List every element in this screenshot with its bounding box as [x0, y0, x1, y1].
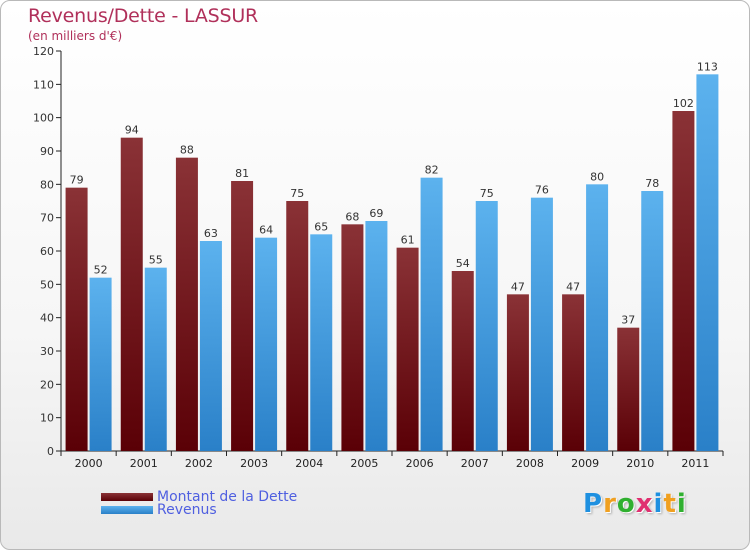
y-tick-label: 80 [40, 178, 54, 191]
bar-revenus [420, 177, 443, 451]
bar-dette [231, 181, 254, 451]
bar-dette [120, 137, 143, 451]
bar-revenus [696, 74, 719, 451]
data-label-dette: 68 [345, 210, 359, 223]
data-label-revenus: 65 [314, 220, 328, 233]
y-tick-label: 110 [33, 78, 54, 91]
data-label-revenus: 69 [369, 207, 383, 220]
bar-revenus [255, 237, 278, 451]
legend-item-dette: Montant de la Dette [101, 489, 297, 505]
data-label-dette: 102 [673, 97, 694, 110]
bar-dette [175, 157, 198, 451]
x-tick-label: 2000 [75, 457, 103, 470]
data-label-revenus: 80 [590, 170, 604, 183]
y-tick-label: 40 [40, 312, 54, 325]
bar-revenus [475, 201, 498, 451]
x-tick-label: 2006 [406, 457, 434, 470]
x-tick-label: 2001 [130, 457, 158, 470]
chart-subtitle: (en milliers d'€) [28, 29, 123, 43]
legend-item-revenus: Revenus [101, 502, 217, 518]
legend-swatch-dette [101, 493, 153, 501]
y-tick-label: 120 [33, 45, 54, 58]
chart-title: Revenus/Dette - LASSUR [28, 5, 259, 27]
bar-revenus [310, 234, 333, 451]
x-tick-label: 2007 [461, 457, 489, 470]
data-label-dette: 75 [290, 187, 304, 200]
logo-letter: i [676, 489, 687, 519]
bar-revenus [530, 197, 553, 451]
y-tick-label: 100 [33, 112, 54, 125]
data-label-revenus: 78 [645, 177, 659, 190]
data-label-dette: 47 [566, 280, 580, 293]
bar-dette [286, 201, 309, 451]
logo-letter: i [653, 489, 664, 519]
data-label-revenus: 113 [697, 60, 718, 73]
y-tick-label: 50 [40, 278, 54, 291]
data-label-revenus: 55 [149, 254, 163, 267]
logo-letter: P [583, 489, 604, 519]
logo-letter: r [603, 489, 617, 519]
bar-dette [65, 187, 88, 451]
x-tick-label: 2009 [571, 457, 599, 470]
bar-revenus [144, 267, 167, 451]
x-tick-label: 2011 [681, 457, 709, 470]
data-label-revenus: 52 [94, 264, 108, 277]
y-tick-label: 20 [40, 378, 54, 391]
y-tick-label: 70 [40, 212, 54, 225]
bar-dette [506, 294, 529, 451]
data-label-revenus: 76 [535, 184, 549, 197]
bar-dette [672, 111, 695, 451]
bar-revenus [89, 277, 112, 451]
legend-label-revenus: Revenus [157, 502, 217, 518]
data-label-dette: 61 [401, 234, 415, 247]
data-label-dette: 94 [125, 124, 139, 137]
bar-dette [562, 294, 585, 451]
bar-revenus [365, 221, 388, 451]
y-tick-label: 10 [40, 412, 54, 425]
x-tick-label: 2004 [295, 457, 323, 470]
data-label-dette: 88 [180, 144, 194, 157]
bar-revenus [586, 184, 609, 452]
x-tick-label: 2010 [626, 457, 654, 470]
x-tick-label: 2003 [240, 457, 268, 470]
logo-letter: x [635, 489, 654, 519]
x-tick-label: 2005 [350, 457, 378, 470]
bar-dette [617, 327, 640, 451]
y-tick-label: 30 [40, 345, 54, 358]
bar-dette [451, 271, 474, 451]
bar-revenus [641, 191, 664, 451]
proxiti-logo: Proxiti [583, 489, 687, 519]
data-label-revenus: 82 [425, 164, 439, 177]
data-label-dette: 79 [70, 174, 84, 187]
data-label-revenus: 64 [259, 224, 273, 237]
legend-swatch-revenus [101, 506, 153, 514]
x-tick-label: 2002 [185, 457, 213, 470]
bar-dette [396, 247, 419, 451]
x-tick-label: 2008 [516, 457, 544, 470]
y-tick-label: 0 [47, 445, 54, 458]
bar-revenus [199, 241, 222, 451]
logo-letter: o [616, 489, 636, 519]
data-label-dette: 81 [235, 167, 249, 180]
data-label-revenus: 63 [204, 227, 218, 240]
data-label-dette: 37 [621, 314, 635, 327]
bar-dette [341, 224, 364, 451]
logo-letter: t [663, 489, 677, 519]
y-tick-label: 90 [40, 145, 54, 158]
data-label-dette: 47 [511, 280, 525, 293]
data-label-dette: 54 [456, 257, 470, 270]
y-tick-label: 60 [40, 245, 54, 258]
data-label-revenus: 75 [480, 187, 494, 200]
legend-label-dette: Montant de la Dette [157, 489, 298, 505]
